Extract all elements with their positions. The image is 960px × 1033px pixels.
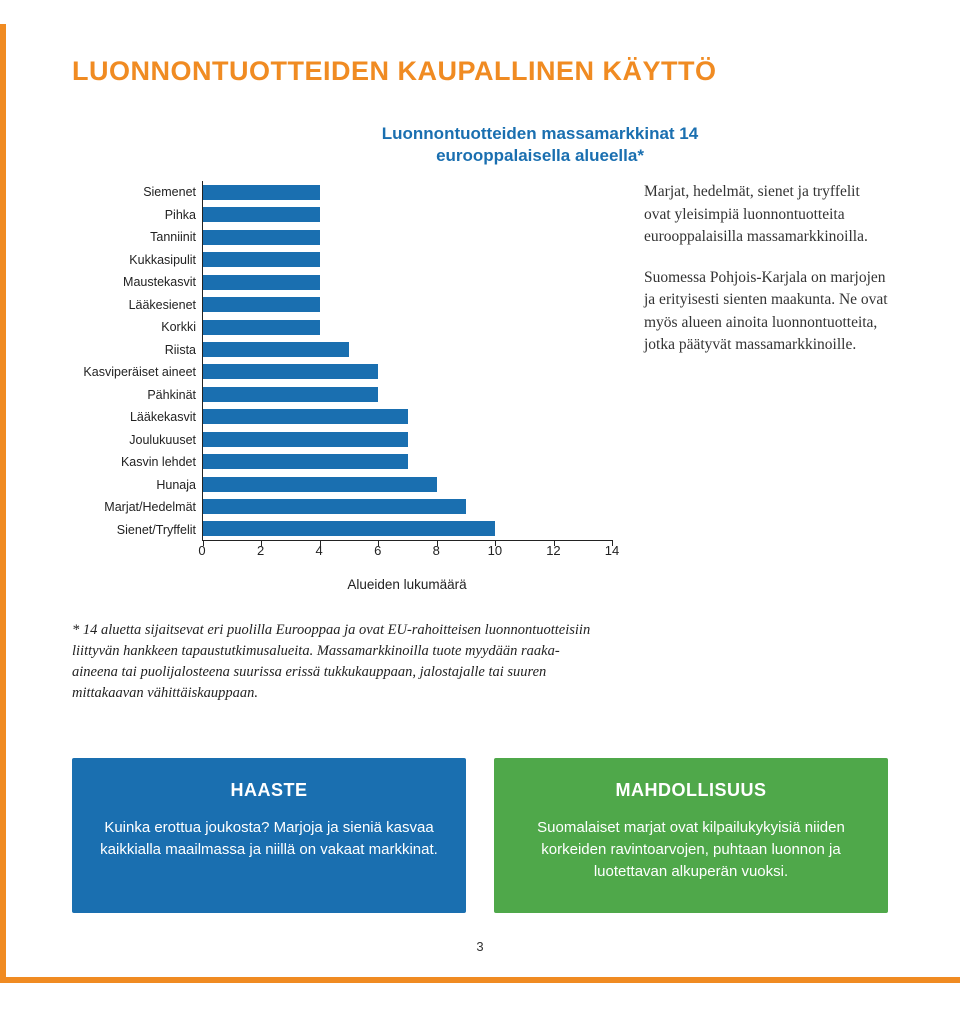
callout-boxes: HAASTE Kuinka erottua joukosta? Marjoja … [72, 758, 888, 912]
y-label: Lääkekasvit [72, 406, 202, 429]
chart-subtitle: Luonnontuotteiden massamarkkinat 14euroo… [192, 123, 888, 167]
x-tick-label: 6 [374, 543, 381, 558]
bar-row [203, 181, 612, 203]
y-label: Pihka [72, 204, 202, 227]
x-tick-label: 0 [198, 543, 205, 558]
bar-row [203, 316, 612, 338]
bar-row [203, 450, 612, 472]
y-label: Kasvin lehdet [72, 451, 202, 474]
side-text: Marjat, hedelmät, sienet ja tryffelit ov… [644, 181, 888, 592]
chart-footnote: * 14 aluetta sijaitsevat eri puolilla Eu… [72, 620, 592, 704]
y-label: Kasviperäiset aineet [72, 361, 202, 384]
bar [203, 297, 320, 312]
x-tick-label: 2 [257, 543, 264, 558]
page-accent-left [0, 24, 6, 977]
bar-row [203, 249, 612, 271]
bar-row [203, 406, 612, 428]
bar-row [203, 495, 612, 517]
bar-row [203, 271, 612, 293]
x-axis-ticks: 02468101214 [202, 541, 612, 559]
bar [203, 387, 378, 402]
mahdollisuus-box: MAHDOLLISUUS Suomalaiset marjat ovat kil… [494, 758, 888, 912]
bar [203, 499, 466, 514]
top-row: SiemenetPihkaTanniinitKukkasipulitMauste… [72, 181, 888, 592]
bar-row [203, 293, 612, 315]
bars [203, 181, 612, 540]
y-label: Joulukuuset [72, 429, 202, 452]
bar [203, 342, 349, 357]
bar [203, 521, 495, 536]
y-label: Hunaja [72, 474, 202, 497]
haaste-body: Kuinka erottua joukosta? Marjoja ja sien… [98, 817, 440, 861]
page-accent-bottom [0, 977, 960, 983]
bar [203, 185, 320, 200]
page-title: LUONNONTUOTTEIDEN KAUPALLINEN KÄYTTÖ [72, 56, 888, 87]
y-label: Korkki [72, 316, 202, 339]
bar [203, 252, 320, 267]
x-tick-label: 10 [488, 543, 502, 558]
x-tick-label: 8 [433, 543, 440, 558]
bar [203, 454, 408, 469]
y-axis-labels: SiemenetPihkaTanniinitKukkasipulitMauste… [72, 181, 202, 541]
bar-row [203, 226, 612, 248]
bar [203, 320, 320, 335]
bar-row [203, 383, 612, 405]
side-paragraph-1: Marjat, hedelmät, sienet ja tryffelit ov… [644, 181, 888, 248]
x-axis-label: Alueiden lukumäärä [202, 577, 612, 592]
haaste-box: HAASTE Kuinka erottua joukosta? Marjoja … [72, 758, 466, 912]
y-label: Marjat/Hedelmät [72, 496, 202, 519]
bar [203, 207, 320, 222]
y-label: Sienet/Tryffelit [72, 519, 202, 542]
mahdollisuus-heading: MAHDOLLISUUS [520, 780, 862, 801]
bar [203, 364, 378, 379]
chart-wrap: SiemenetPihkaTanniinitKukkasipulitMauste… [72, 181, 612, 592]
y-label: Siemenet [72, 181, 202, 204]
y-label: Riista [72, 339, 202, 362]
bar [203, 275, 320, 290]
side-paragraph-2: Suomessa Pohjois-Karjala on marjojen ja … [644, 267, 888, 357]
x-tick-label: 4 [316, 543, 323, 558]
mahdollisuus-body: Suomalaiset marjat ovat kilpailukykyisiä… [520, 817, 862, 882]
bar [203, 432, 408, 447]
x-tick-label: 14 [605, 543, 619, 558]
plot-area [202, 181, 612, 541]
bar-row [203, 338, 612, 360]
bar-row [203, 473, 612, 495]
y-label: Kukkasipulit [72, 249, 202, 272]
y-label: Pähkinät [72, 384, 202, 407]
x-tick-label: 12 [546, 543, 560, 558]
y-label: Maustekasvit [72, 271, 202, 294]
bar [203, 477, 437, 492]
bar-row [203, 518, 612, 540]
bar-row [203, 361, 612, 383]
y-label: Lääkesienet [72, 294, 202, 317]
bar-row [203, 428, 612, 450]
bar-row [203, 204, 612, 226]
y-label: Tanniinit [72, 226, 202, 249]
bar [203, 409, 408, 424]
haaste-heading: HAASTE [98, 780, 440, 801]
bar-chart: SiemenetPihkaTanniinitKukkasipulitMauste… [72, 181, 612, 541]
page-number: 3 [72, 939, 888, 954]
bar [203, 230, 320, 245]
